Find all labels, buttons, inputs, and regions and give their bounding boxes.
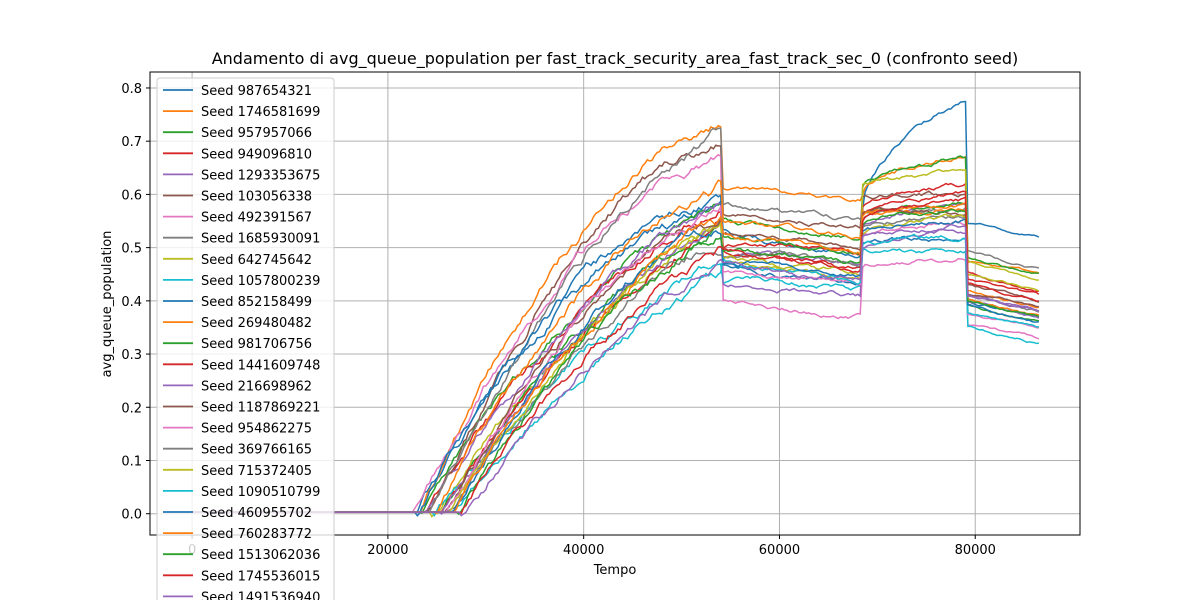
legend-label: Seed 987654321 <box>201 84 312 99</box>
legend-label: Seed 1746581699 <box>201 105 320 120</box>
y-tick-label: 0.4 <box>121 295 142 310</box>
legend-label: Seed 1441609748 <box>201 358 320 373</box>
legend-label: Seed 1090510799 <box>201 485 320 500</box>
legend-label: Seed 216698962 <box>201 379 312 394</box>
legend-label: Seed 269480482 <box>201 316 312 331</box>
y-tick-label: 0.5 <box>121 242 142 257</box>
legend-label: Seed 1491536940 <box>201 590 320 600</box>
y-axis-label: avg_queue_population <box>100 231 115 378</box>
legend-label: Seed 369766165 <box>201 443 312 458</box>
x-tick-label: 40000 <box>563 543 604 558</box>
x-axis-ticks: 020000400006000080000 <box>188 535 996 558</box>
legend-label: Seed 715372405 <box>201 464 312 479</box>
legend-label: Seed 957957066 <box>201 126 312 141</box>
legend-box <box>156 77 335 600</box>
legend-label: Seed 1513062036 <box>201 548 320 563</box>
y-axis-ticks: 0.0 0.1 0.2 0.3 0.4 0.5 0.6 0.7 0.8 <box>121 82 150 523</box>
chart-title: Andamento di avg_queue_population per fa… <box>212 49 1019 69</box>
plot-frame <box>149 71 1081 536</box>
x-tick-label: 60000 <box>759 543 800 558</box>
x-tick-label: 20000 <box>367 543 408 558</box>
y-tick-label: 0.0 <box>121 508 142 523</box>
x-tick-label: 80000 <box>955 543 996 558</box>
legend-label: Seed 1187869221 <box>201 401 320 416</box>
legend-label: Seed 103056338 <box>201 190 312 205</box>
legend-label: Seed 949096810 <box>201 147 312 162</box>
legend-label: Seed 954862275 <box>201 422 312 437</box>
legend: Seed 987654321 Seed 1746581699 Seed 957957… <box>156 77 335 600</box>
y-tick-label: 0.8 <box>121 82 142 97</box>
y-tick-label: 0.3 <box>121 348 142 363</box>
legend-label: Seed 642745642 <box>201 253 312 268</box>
y-tick-label: 0.7 <box>121 135 142 150</box>
legend-label: Seed 1685930091 <box>201 232 320 247</box>
legend-label: Seed 1293353675 <box>201 168 320 183</box>
legend-label: Seed 981706756 <box>201 337 312 352</box>
legend-label: Seed 760283772 <box>201 527 312 542</box>
y-tick-label: 0.1 <box>121 454 142 469</box>
y-tick-label: 0.2 <box>121 401 142 416</box>
legend-label: Seed 852158499 <box>201 295 312 310</box>
legend-label: Seed 492391567 <box>201 211 312 226</box>
y-tick-label: 0.6 <box>121 188 142 203</box>
x-axis-label: Tempo <box>593 563 637 578</box>
legend-label: Seed 1057800239 <box>201 274 320 289</box>
legend-label: Seed 1745536015 <box>201 569 320 584</box>
legend-label: Seed 460955702 <box>201 506 312 521</box>
